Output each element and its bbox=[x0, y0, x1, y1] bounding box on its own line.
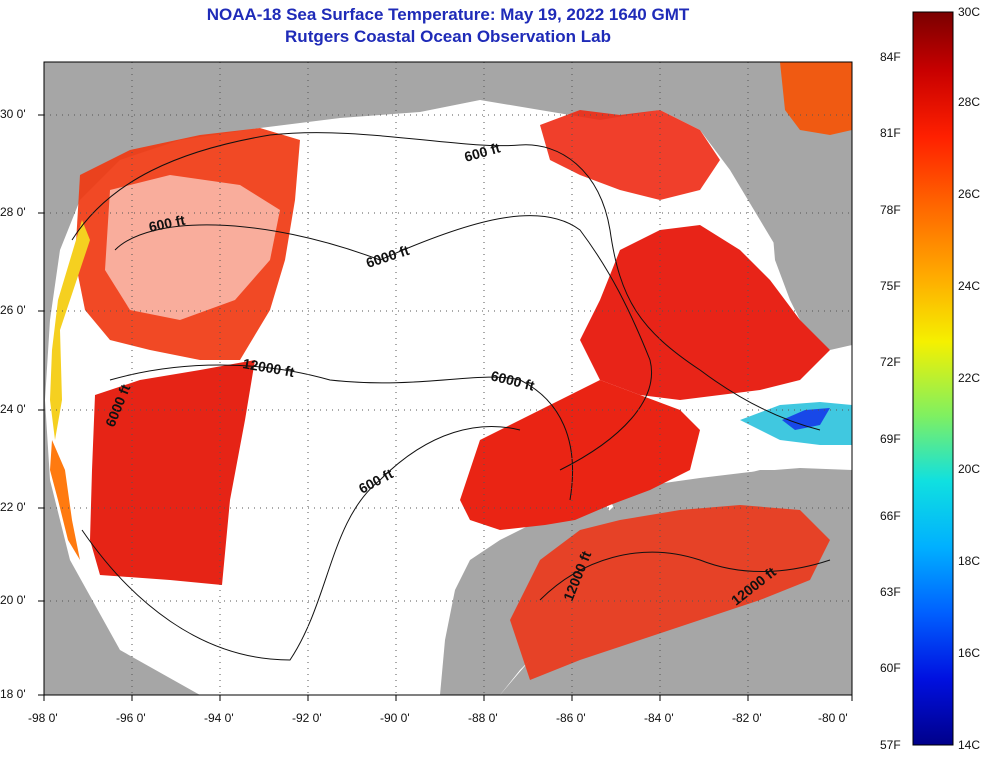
sst-orange-coast-southwest bbox=[50, 440, 80, 560]
map-ticks bbox=[38, 114, 853, 701]
sst-warm-patch-florida-shelf bbox=[580, 225, 830, 400]
contour-600ft-south bbox=[81, 426, 521, 661]
title-line-1: NOAA-18 Sea Surface Temperature: May 19,… bbox=[206, 5, 690, 24]
colorbar-fahrenheit-label: 78F bbox=[880, 203, 901, 217]
contour-600ft bbox=[71, 132, 821, 431]
colorbar-fahrenheit-label: 63F bbox=[880, 585, 901, 599]
colorbar-celsius-label: 16C bbox=[958, 646, 981, 660]
lon-label: -82 0' bbox=[732, 711, 762, 725]
lon-label: -96 0' bbox=[116, 711, 146, 725]
lat-label: 28 0' bbox=[0, 205, 26, 219]
lon-label: -98 0' bbox=[28, 711, 58, 725]
colorbar-fahrenheit-label: 66F bbox=[880, 509, 901, 523]
lon-label: -94 0' bbox=[204, 711, 234, 725]
sst-warm-patch-caribbean bbox=[510, 505, 830, 680]
lon-label: -80 0' bbox=[818, 711, 848, 725]
lon-label: -88 0' bbox=[468, 711, 498, 725]
colorbar-celsius-label: 22C bbox=[958, 371, 981, 385]
sst-blue-patch-straits bbox=[782, 408, 830, 430]
contour-6000ft bbox=[114, 215, 652, 471]
sst-cloud-speckle-west bbox=[105, 175, 280, 320]
map-title: NOAA-18 Sea Surface Temperature: May 19,… bbox=[44, 4, 852, 48]
colorbar-celsius-label: 24C bbox=[958, 279, 981, 293]
lon-label: -84 0' bbox=[644, 711, 674, 725]
lon-label: -92 0' bbox=[292, 711, 322, 725]
contour-label: 600 ft bbox=[147, 212, 186, 235]
map-area: 600 ft 600 ft 6000 ft 12000 ft 6000 ft 6… bbox=[44, 62, 852, 695]
title-line-2: Rutgers Coastal Ocean Observation Lab bbox=[285, 27, 611, 46]
colorbar-fahrenheit-label: 81F bbox=[880, 126, 901, 140]
colorbar-celsius-label: 26C bbox=[958, 187, 981, 201]
sst-yellow-coast-west bbox=[50, 220, 90, 440]
lat-label: 24 0' bbox=[0, 402, 26, 416]
colorbar-fahrenheit-label: 75F bbox=[880, 279, 901, 293]
lat-label: 26 0' bbox=[0, 303, 26, 317]
lat-label: 20 0' bbox=[0, 593, 26, 607]
sst-warm-patch-north-east bbox=[540, 110, 720, 200]
map-frame bbox=[43, 61, 853, 696]
colorbar-fahrenheit-label: 72F bbox=[880, 355, 901, 369]
cuba-island bbox=[610, 468, 852, 520]
colorbar-fahrenheit-label: 84F bbox=[880, 50, 901, 64]
sst-warm-patch-east-gulf bbox=[460, 380, 700, 530]
sst-warm-patch-southwest bbox=[90, 360, 255, 585]
contour-12000ft bbox=[109, 364, 574, 501]
lon-label: -86 0' bbox=[556, 711, 586, 725]
colorbar-celsius-label: 20C bbox=[958, 462, 981, 476]
colorbar-bottom-label: 14C bbox=[958, 738, 981, 752]
contour-12000ft-caribbean bbox=[539, 551, 831, 601]
colorbar-celsius-label: 18C bbox=[958, 554, 981, 568]
colorbar-top-label: 30C bbox=[958, 5, 981, 19]
lon-label: -90 0' bbox=[380, 711, 410, 725]
lat-label: 22 0' bbox=[0, 500, 26, 514]
colorbar bbox=[912, 11, 954, 746]
colorbar-fahrenheit-label: 69F bbox=[880, 432, 901, 446]
colorbar-fahrenheit-label: 57F bbox=[880, 738, 901, 752]
lat-label: 30 0' bbox=[0, 107, 26, 121]
bathymetry-contours bbox=[71, 132, 831, 661]
lat-label: 18 0' bbox=[0, 687, 26, 701]
colorbar-celsius-label: 28C bbox=[958, 95, 981, 109]
sst-warm-patch-atlantic bbox=[780, 62, 852, 135]
colorbar-fahrenheit-label: 60F bbox=[880, 661, 901, 675]
